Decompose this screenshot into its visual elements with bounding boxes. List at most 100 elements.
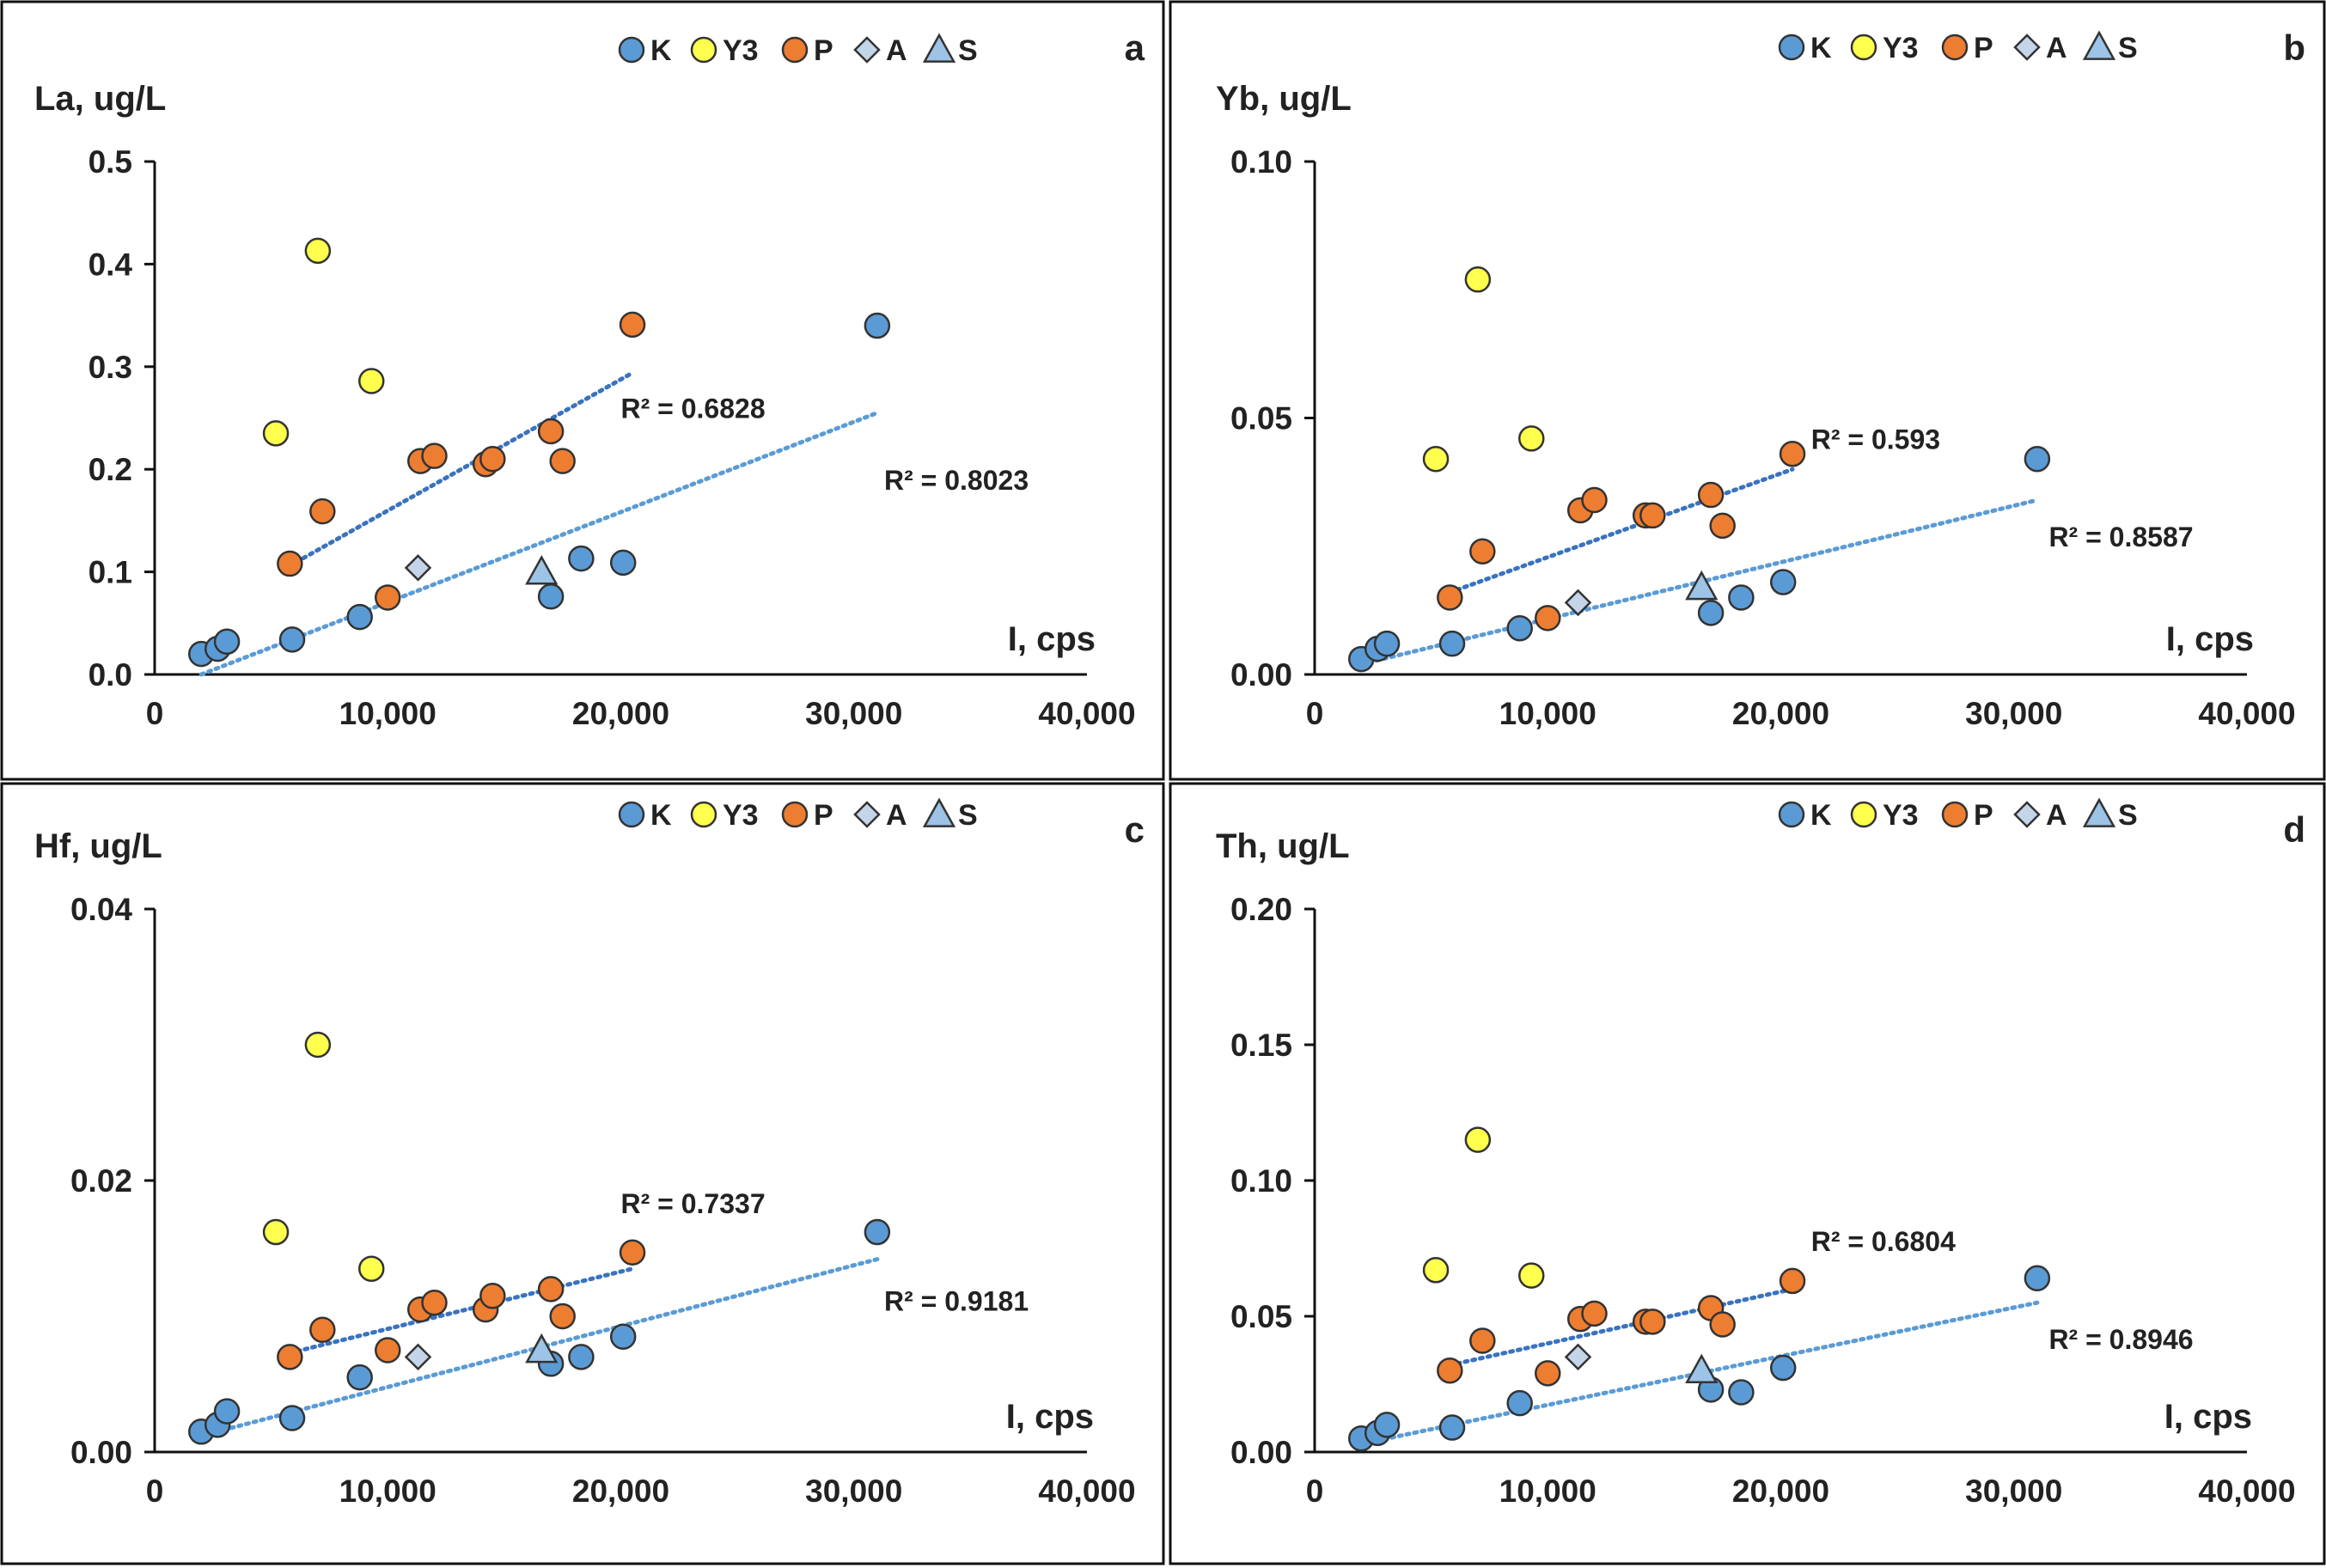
legend-marker-A <box>2013 34 2041 61</box>
y-tick-label: 0.10 <box>1230 144 1292 180</box>
data-point-K <box>1728 1379 1755 1406</box>
data-point-P <box>1535 605 1561 631</box>
legend-label-P: P <box>1974 32 1993 64</box>
data-point-P <box>1639 1309 1666 1335</box>
x-tick-label: 0 <box>146 1473 164 1509</box>
data-point-A <box>404 554 432 582</box>
legend-marker-Y3 <box>1850 801 1877 828</box>
y-tick-label: 0.00 <box>1230 657 1292 692</box>
x-tick-label: 30,000 <box>1965 696 2062 731</box>
legend-marker-S <box>2082 30 2116 60</box>
data-point-P <box>309 497 336 525</box>
x-tick-label: 20,000 <box>572 696 669 731</box>
data-point-K <box>609 1323 637 1350</box>
legend-label-S: S <box>958 799 978 832</box>
y-tick-label: 0.02 <box>70 1163 132 1199</box>
legend-marker-A <box>853 801 881 828</box>
legend-marker-Y3 <box>1850 34 1877 61</box>
legend-marker-A <box>2013 801 2041 828</box>
y-axis-title: Hf, ug/L <box>34 827 162 865</box>
x-tick-label: 20,000 <box>1732 1473 1829 1509</box>
data-point-Y3 <box>304 1031 332 1059</box>
legend-label-S: S <box>2118 799 2138 832</box>
data-point-K <box>1438 630 1466 657</box>
legend-label-Y3: Y3 <box>723 34 759 67</box>
legend-marker-P <box>1941 34 1969 61</box>
data-point-Y3 <box>358 368 385 394</box>
data-point-K <box>2024 1265 2051 1292</box>
legend-label-Y3: Y3 <box>1883 799 1919 832</box>
legend-marker-Y3 <box>690 36 717 64</box>
data-point-K <box>1697 600 1725 626</box>
data-point-Y3 <box>304 237 332 265</box>
x-tick-label: 0 <box>146 696 164 731</box>
data-point-P <box>1581 1300 1608 1327</box>
data-point-Y3 <box>1464 266 1492 293</box>
data-point-Y3 <box>358 1255 385 1282</box>
legend-marker-K <box>618 801 645 828</box>
data-point-P <box>1697 481 1725 509</box>
panel-border <box>0 782 1165 1565</box>
x-axis-title: I, cps <box>1006 1398 1094 1436</box>
data-point-P <box>309 1316 336 1344</box>
trendline-P <box>287 1266 635 1356</box>
y-tick-label: 0.00 <box>70 1435 132 1470</box>
data-point-K <box>864 1218 891 1246</box>
legend-marker-P <box>781 801 809 828</box>
y-tick-label: 0.4 <box>89 247 133 282</box>
data-point-P <box>277 1344 303 1370</box>
data-point-P <box>479 1283 506 1309</box>
data-point-K <box>1506 615 1533 642</box>
y-tick-label: 0.00 <box>1230 1435 1292 1470</box>
data-point-P <box>479 446 506 473</box>
panel-letter: c <box>1125 809 1145 850</box>
y-tick-label: 0.15 <box>1230 1028 1292 1063</box>
trendline-K <box>1358 1300 2040 1447</box>
legend-marker-A <box>853 36 881 64</box>
legend-label-P: P <box>814 34 833 67</box>
legend: K Y3 P A S <box>1778 797 2138 832</box>
legend-marker-K <box>1778 801 1805 828</box>
data-point-A <box>1564 1343 1592 1371</box>
r-squared-label-K: R² = 0.8587 <box>2048 522 2193 552</box>
legend-marker-S <box>2082 797 2116 827</box>
data-point-K <box>278 1405 306 1431</box>
x-tick-label: 30,000 <box>805 1473 902 1509</box>
x-axis-title: I, cps <box>1008 620 1096 658</box>
legend-label-Y3: Y3 <box>723 799 759 832</box>
r-squared-label-P: R² = 0.7337 <box>621 1188 766 1219</box>
data-point-P <box>619 311 646 339</box>
data-point-Y3 <box>1518 1262 1545 1289</box>
x-tick-label: 0 <box>1306 1473 1324 1509</box>
legend-label-Y3: Y3 <box>1883 32 1919 64</box>
x-tick-label: 20,000 <box>572 1473 669 1509</box>
panel-border <box>1169 782 2326 1565</box>
x-tick-label: 20,000 <box>1732 696 1829 731</box>
data-point-P <box>549 448 576 474</box>
trendline-P <box>287 370 635 568</box>
y-tick-label: 0.2 <box>89 452 132 487</box>
legend-label-K: K <box>1810 32 1832 64</box>
x-tick-label: 30,000 <box>1965 1473 2062 1509</box>
data-point-P <box>619 1239 646 1266</box>
data-point-K <box>1728 584 1755 611</box>
data-point-K <box>1769 1354 1797 1382</box>
legend: K Y3 P A S <box>618 797 978 832</box>
x-tick-label: 40,000 <box>1038 696 1135 731</box>
legend-label-K: K <box>1810 799 1832 832</box>
legend-label-S: S <box>958 34 978 67</box>
data-point-Y3 <box>1464 1126 1492 1153</box>
x-tick-label: 10,000 <box>339 696 437 731</box>
legend-marker-P <box>781 36 809 64</box>
data-point-Y3 <box>262 1218 290 1246</box>
x-tick-label: 30,000 <box>805 696 902 731</box>
y-axis-title: Yb, ug/L <box>1216 80 1352 118</box>
x-tick-label: 40,000 <box>2198 1473 2295 1509</box>
data-point-K <box>346 603 373 631</box>
data-point-K <box>213 628 241 656</box>
legend-label-A: A <box>2046 32 2067 64</box>
r-squared-label-P: R² = 0.6828 <box>621 394 766 424</box>
data-point-P <box>277 550 303 577</box>
data-point-K <box>1506 1389 1533 1417</box>
legend-label-A: A <box>886 34 907 67</box>
